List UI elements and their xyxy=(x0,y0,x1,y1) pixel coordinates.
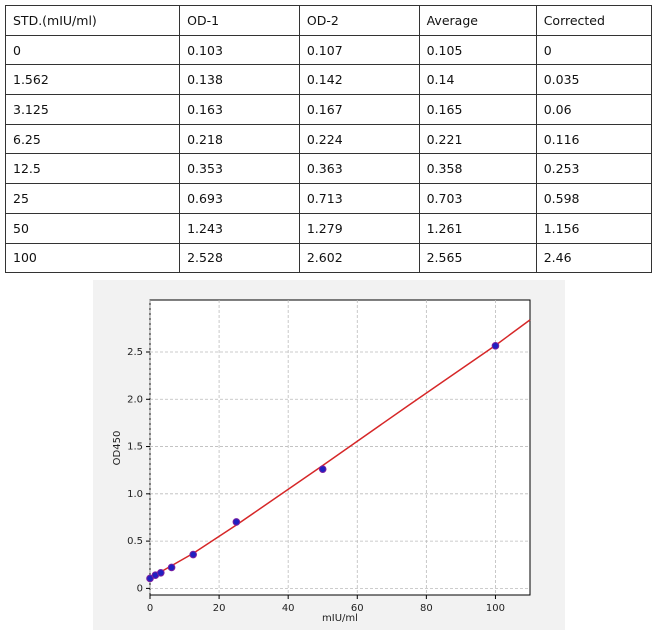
table-cell: 2.528 xyxy=(179,242,300,274)
table-cell: 0 xyxy=(535,34,653,66)
table-row: 25 0.693 0.713 0.703 0.598 xyxy=(4,183,653,214)
table-cell: OD-1 xyxy=(179,5,300,36)
table-cell: 1.243 xyxy=(179,212,300,244)
x-tick-label: 0 xyxy=(147,603,153,614)
data-point xyxy=(156,568,165,577)
data-point xyxy=(232,518,241,526)
table-cell: 1.261 xyxy=(418,212,537,244)
x-tick-label: 100 xyxy=(486,603,505,614)
table-cell: 0.107 xyxy=(298,34,420,66)
table-cell: OD-2 xyxy=(298,5,420,36)
table-cell: 0.035 xyxy=(535,64,653,96)
table-cell: STD.(mIU/ml) xyxy=(4,5,181,36)
table-cell: 1.156 xyxy=(535,212,653,244)
table-cell: 0.224 xyxy=(298,123,420,155)
table-cell: 0.142 xyxy=(298,64,420,96)
table-cell: 0.103 xyxy=(179,34,300,66)
y-tick-label: 0.5 xyxy=(127,536,143,547)
table-cell: 6.25 xyxy=(4,123,181,155)
y-tick-label: 1.0 xyxy=(127,489,143,500)
table-cell: Average xyxy=(418,5,537,36)
data-point xyxy=(491,342,500,350)
table-row: STD.(mIU/ml) OD-1 OD-2 Average Corrected xyxy=(4,5,653,36)
data-point xyxy=(146,574,154,583)
table-cell: 2.602 xyxy=(298,242,420,274)
table-row: 50 1.243 1.279 1.261 1.156 xyxy=(4,212,653,244)
table-cell: 0.138 xyxy=(179,64,300,96)
table-cell: 0.358 xyxy=(418,153,537,185)
table-cell: 1.562 xyxy=(4,64,181,96)
table-cell: 25 xyxy=(4,183,181,214)
x-tick-label: 40 xyxy=(282,603,295,614)
table-cell: 2.565 xyxy=(418,242,537,274)
y-tick-label: 1.5 xyxy=(127,442,143,453)
table-row: 0 0.103 0.107 0.105 0 xyxy=(4,34,653,66)
table-cell: 0.713 xyxy=(298,183,420,214)
table-cell: 0.167 xyxy=(298,94,420,125)
table-cell: 0.353 xyxy=(179,153,300,185)
table-cell: 1.279 xyxy=(298,212,420,244)
table-cell: 0.116 xyxy=(535,123,653,155)
table-cell: 100 xyxy=(4,242,181,274)
table-cell: 0.363 xyxy=(298,153,420,185)
table-cell: 0.105 xyxy=(418,34,537,66)
table-cell: 2.46 xyxy=(535,242,653,274)
x-tick-label: 20 xyxy=(213,603,226,614)
table-cell: 0.06 xyxy=(535,94,653,125)
table-cell: 0.703 xyxy=(418,183,537,214)
data-table: STD.(mIU/ml) OD-1 OD-2 Average Corrected 0 0.1… xyxy=(4,5,653,274)
table-row: 6.25 0.218 0.224 0.221 0.116 xyxy=(4,123,653,155)
x-tick-label: 60 xyxy=(351,603,364,614)
table-cell: 0.218 xyxy=(179,123,300,155)
y-tick-label: 2.0 xyxy=(127,394,143,405)
table-row: 1.562 0.138 0.142 0.14 0.035 xyxy=(4,64,653,96)
y-axis-label: OD450 xyxy=(112,431,123,466)
y-tick-label: 0 xyxy=(137,583,143,594)
table-cell: 0.165 xyxy=(418,94,537,125)
table-row: 12.5 0.353 0.363 0.358 0.253 xyxy=(4,153,653,185)
table-cell: 0.693 xyxy=(179,183,300,214)
table-cell: 0 xyxy=(4,34,181,66)
table-cell: 3.125 xyxy=(4,94,181,125)
data-point xyxy=(189,550,197,559)
table-cell: 0.221 xyxy=(418,123,537,155)
plot-area xyxy=(149,299,531,596)
table-cell: Corrected xyxy=(535,5,653,36)
table-cell: 12.5 xyxy=(4,153,181,185)
chart: mIU/ml OD450 0 20 40 60 80 100 0 0.5 1.0 1.5 2.0 2.… xyxy=(93,280,565,630)
data-point xyxy=(318,465,327,473)
data-point xyxy=(167,563,176,572)
table-row: 3.125 0.163 0.167 0.165 0.06 xyxy=(4,94,653,125)
y-tick-label: 2.5 xyxy=(127,347,143,358)
x-tick-label: 80 xyxy=(420,603,433,614)
table-cell: 0.253 xyxy=(535,153,653,185)
table-cell: 0.14 xyxy=(418,64,537,96)
table-cell: 0.163 xyxy=(179,94,300,125)
table-row: 100 2.528 2.602 2.565 2.46 xyxy=(4,242,653,274)
x-axis-label: mIU/ml xyxy=(322,613,358,624)
table-cell: 50 xyxy=(4,212,181,244)
table-cell: 0.598 xyxy=(535,183,653,214)
